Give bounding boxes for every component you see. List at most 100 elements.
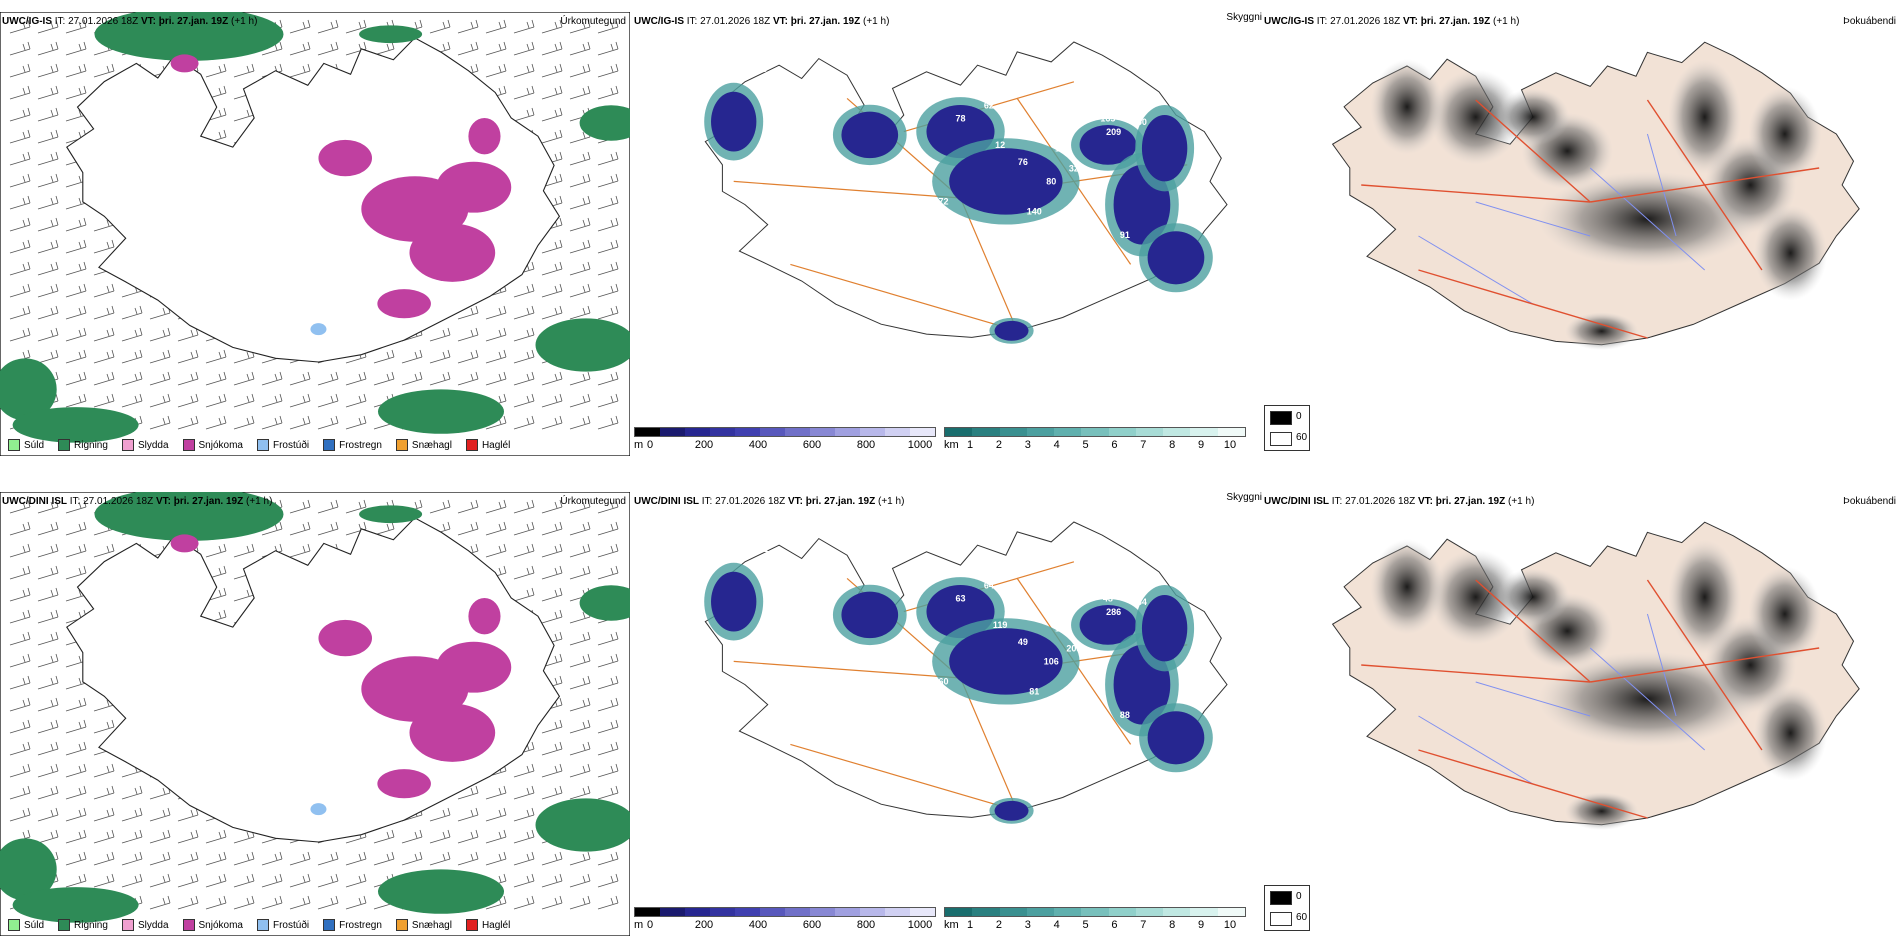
wind-barb (569, 851, 591, 866)
visibility-colorbar: km 1 2 3 4 5 6 7 8 9 10 (944, 905, 1246, 935)
wind-barb (233, 895, 255, 910)
fog-area (1753, 685, 1828, 781)
wind-barb (37, 349, 59, 364)
fog-area (1668, 539, 1742, 655)
legend-item: Rigning (58, 919, 108, 931)
wind-barb (149, 829, 171, 844)
visibility-label: 66 (1086, 266, 1096, 276)
wind-barb (569, 873, 591, 888)
wind-barb (9, 741, 31, 756)
legend-item: Haglél (465, 439, 510, 451)
legend-label: Slydda (137, 919, 169, 931)
visibility-label: 286 (1106, 607, 1121, 617)
lead-offset: (+1 h) (1508, 496, 1535, 507)
wind-barb (345, 873, 367, 888)
colorbar-tick: 400 (748, 439, 768, 451)
wind-barb (597, 371, 619, 386)
legend-label: Súld (24, 919, 45, 931)
wind-barb (9, 85, 31, 100)
legend-item: Súld (8, 919, 44, 931)
wind-barb (457, 41, 479, 56)
visibility-label: 55 (1018, 707, 1028, 717)
visibility-label: 80 (1103, 730, 1113, 740)
terrain-area (841, 111, 899, 159)
visibility-label: 197 (1055, 144, 1070, 154)
valid-label: VT: (155, 496, 171, 507)
wind-barb (9, 239, 31, 254)
wind-barb (9, 543, 31, 558)
road-line (1361, 664, 1591, 683)
terrain-area (1079, 124, 1137, 165)
colorbar-step (885, 428, 910, 436)
wind-barb (597, 85, 619, 100)
wind-barb (569, 19, 591, 34)
wind-barb (65, 63, 87, 78)
precip-type-map (0, 12, 630, 456)
wind-barb (205, 393, 227, 408)
colorbar-unit: m (634, 919, 644, 931)
wind-barb (597, 719, 619, 734)
wind-barb (317, 895, 339, 910)
wind-barb (37, 107, 59, 122)
wind-barb (177, 895, 199, 910)
fog-area (1668, 59, 1742, 175)
wind-barb (205, 349, 227, 364)
wind-barb (289, 63, 311, 78)
wind-barb (513, 763, 535, 778)
wind-barb (569, 415, 591, 430)
colorbar-step (810, 428, 835, 436)
wind-barb (513, 107, 535, 122)
legend-label: Snæhagl (411, 439, 452, 451)
wind-barb (513, 19, 535, 34)
snow-area (409, 703, 496, 762)
valid-time: þri. 27.jan. 19Z (173, 496, 244, 507)
wind-barb (65, 543, 87, 558)
wind-barb (541, 741, 563, 756)
wind-barb (9, 151, 31, 166)
wind-barb (65, 719, 87, 734)
wind-barb (401, 349, 423, 364)
wind-barb (485, 499, 507, 514)
elevation-colorbar: m 0 200 400 600 800 1000 (634, 905, 936, 935)
colorbar-tick: 9 (1198, 439, 1205, 451)
wind-barb (597, 653, 619, 668)
wind-barb (541, 129, 563, 144)
wind-barb (65, 499, 87, 514)
wind-barb (541, 41, 563, 56)
fog-area (1370, 539, 1444, 635)
legend-item: Slydda (121, 439, 169, 451)
wind-barb (569, 393, 591, 408)
wind-barb (597, 499, 619, 514)
wind-barb (233, 543, 255, 558)
wind-barb (429, 19, 451, 34)
wind-barb (513, 587, 535, 602)
wind-barb (9, 631, 31, 646)
wind-barb (37, 63, 59, 78)
wind-barb (149, 873, 171, 888)
init-label: IT: (1316, 16, 1328, 27)
wind-barb (121, 807, 143, 822)
visibility-label: 59 (780, 557, 790, 567)
wind-barb (9, 763, 31, 778)
wind-barb (597, 675, 619, 690)
river-line (1418, 235, 1534, 305)
colorbar-step (660, 908, 685, 916)
model-name: UWC/IG-IS (2, 16, 52, 27)
colorbar-step (885, 908, 910, 916)
wind-barb (597, 851, 619, 866)
wind-barb (9, 41, 31, 56)
valid-time: þri. 27.jan. 19Z (805, 496, 876, 507)
visibility-label: 98 (757, 64, 767, 74)
wind-barb (37, 521, 59, 536)
run-header: UWC/IG-IS IT: 27.01.2026 18Z VT: þri. 27… (1264, 16, 1519, 27)
wind-barb (373, 371, 395, 386)
visibility-label: 55 (933, 323, 943, 333)
fog-legend: 0 60 (1264, 405, 1310, 451)
wind-barb (93, 873, 115, 888)
rain-area (579, 105, 630, 141)
visibility-label: 209 (1106, 127, 1121, 137)
colorbar-tick: 200 (694, 919, 714, 931)
valid-label: VT: (1417, 496, 1433, 507)
wind-barb (569, 239, 591, 254)
wind-barb (93, 785, 115, 800)
